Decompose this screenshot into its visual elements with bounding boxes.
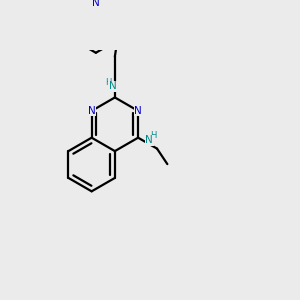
Text: H: H bbox=[105, 78, 111, 87]
Text: N: N bbox=[109, 81, 117, 91]
Text: N: N bbox=[134, 106, 142, 116]
Text: N: N bbox=[92, 0, 100, 8]
Text: N: N bbox=[146, 135, 153, 145]
Text: H: H bbox=[150, 131, 156, 140]
Text: N: N bbox=[88, 106, 95, 116]
